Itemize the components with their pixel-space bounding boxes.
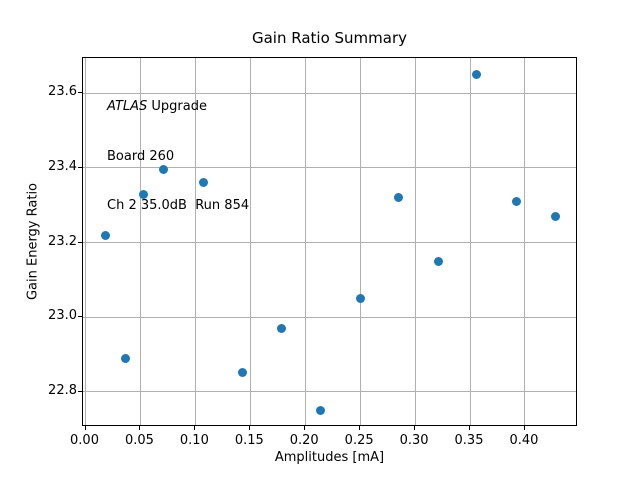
annotation-line1-rest: Upgrade: [147, 99, 207, 114]
data-point: [511, 197, 521, 206]
data-point: [433, 256, 443, 266]
x-tick-mark: [84, 426, 86, 430]
x-tick-label: 0.15: [234, 433, 264, 448]
data-point: [159, 165, 169, 175]
x-gridline: [139, 58, 141, 425]
x-tick-mark: [249, 426, 251, 430]
data-point: [316, 405, 326, 415]
x-tick-label: 0.35: [454, 433, 484, 448]
chart-title: Gain Ratio Summary: [251, 29, 408, 47]
x-tick-label: 0.10: [179, 433, 209, 448]
y-tick-label: 23.2: [48, 233, 77, 249]
x-tick-label: 0.20: [289, 433, 319, 448]
y-tick-mark: [78, 316, 82, 318]
y-gridline: [83, 316, 576, 318]
annotation-line-2: Board 260: [107, 148, 175, 164]
x-gridline: [414, 58, 416, 425]
x-tick-mark: [359, 426, 361, 430]
y-tick-label: 23.6: [48, 84, 77, 100]
data-point: [276, 323, 286, 333]
x-tick-mark: [304, 426, 306, 430]
y-tick-mark: [78, 390, 82, 392]
x-tick-mark: [469, 426, 470, 430]
y-gridline: [83, 391, 576, 393]
y-tick-mark: [78, 241, 82, 243]
y-gridline: [83, 167, 576, 169]
plot-area: [82, 57, 577, 426]
annotation-line-3: Ch 2 35.0dB Run 854: [107, 198, 250, 213]
x-axis-label: Amplitudes [mA]: [274, 450, 385, 465]
data-point: [139, 189, 149, 199]
x-gridline: [469, 58, 471, 425]
x-tick-mark: [523, 426, 525, 430]
x-gridline: [524, 58, 526, 425]
x-gridline: [249, 58, 251, 425]
data-point: [100, 230, 110, 240]
y-axis-label: Gain Energy Ratio: [25, 182, 41, 301]
x-tick-mark: [194, 426, 196, 430]
x-gridline: [304, 58, 306, 425]
annotation-experiment: ATLAS: [107, 99, 148, 114]
y-tick-label: 23.0: [48, 308, 77, 324]
x-tick-mark: [139, 426, 141, 430]
y-tick-mark: [78, 166, 82, 168]
x-tick-label: 0.25: [344, 433, 374, 448]
data-point: [120, 353, 130, 363]
x-tick-mark: [414, 426, 416, 430]
x-gridline: [85, 58, 87, 425]
x-tick-label: 0.05: [124, 433, 154, 448]
y-tick-mark: [78, 92, 82, 94]
annotation-line-1: ATLAS Upgrade: [107, 99, 249, 116]
y-gridline: [83, 92, 576, 94]
data-point: [355, 293, 365, 303]
y-gridline: [83, 242, 576, 243]
x-tick-label: 0.40: [509, 433, 539, 448]
x-gridline: [194, 58, 196, 425]
data-point: [198, 178, 208, 188]
data-point: [551, 211, 561, 221]
x-tick-label: 0.00: [70, 433, 99, 448]
annotation-box: ATLAS Upgrade Board 260 Ch 2 35.0dB Run …: [107, 66, 249, 248]
data-point: [394, 193, 404, 203]
x-tick-label: 0.30: [399, 433, 429, 448]
data-point: [472, 70, 482, 80]
y-tick-label: 23.4: [48, 158, 77, 174]
y-tick-label: 22.8: [48, 382, 77, 398]
data-point: [238, 368, 248, 378]
x-gridline: [359, 58, 361, 425]
